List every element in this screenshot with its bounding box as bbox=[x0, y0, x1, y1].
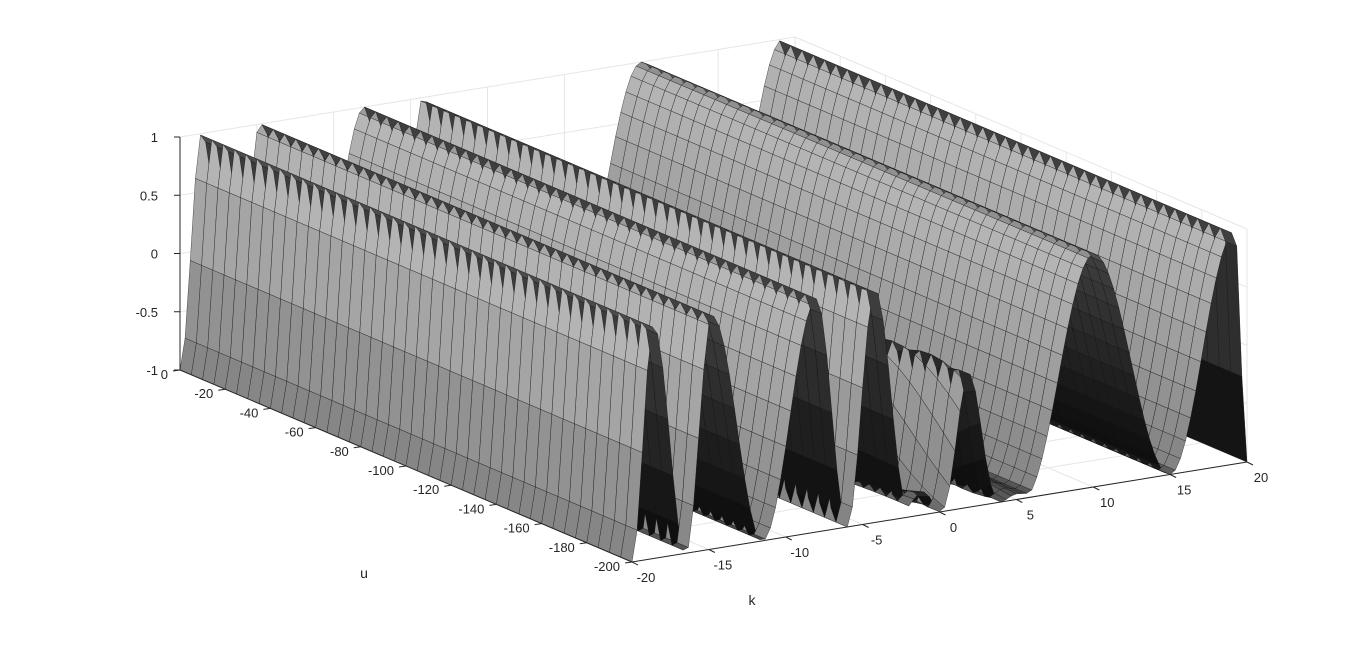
z-tick-label: 1 bbox=[151, 130, 158, 145]
x-tick-label: -15 bbox=[713, 558, 732, 573]
y-tick-label: -60 bbox=[285, 425, 304, 440]
y-tick-label: -160 bbox=[504, 521, 530, 536]
x-tick-label: -5 bbox=[871, 533, 883, 548]
y-tick-mark bbox=[579, 542, 587, 545]
z-tick-label: 0 bbox=[151, 247, 158, 262]
y-tick-label: -120 bbox=[413, 482, 439, 497]
y-tick-mark bbox=[263, 407, 271, 410]
grid-line bbox=[794, 36, 1248, 230]
y-tick-label: -20 bbox=[194, 386, 213, 401]
x-tick-mark bbox=[785, 536, 792, 541]
surface-mesh bbox=[179, 40, 1248, 563]
z-tick-label: 0.5 bbox=[140, 188, 158, 203]
y-tick-label: -80 bbox=[330, 444, 349, 459]
x-tick-label: 20 bbox=[1254, 470, 1268, 485]
y-tick-mark bbox=[489, 503, 497, 506]
y-tick-mark bbox=[218, 388, 226, 391]
x-tick-label: 5 bbox=[1027, 508, 1034, 523]
y-tick-mark bbox=[534, 523, 542, 526]
y-tick-mark bbox=[353, 446, 361, 449]
x-tick-mark bbox=[1016, 499, 1023, 503]
x-tick-mark bbox=[1169, 474, 1177, 478]
y-tick-label: -180 bbox=[549, 540, 575, 555]
y-tick-label: -40 bbox=[240, 405, 259, 420]
z-tick-label: -1 bbox=[146, 363, 158, 378]
y-tick-label: -200 bbox=[594, 559, 620, 574]
x-tick-mark bbox=[939, 511, 946, 516]
y-tick-label: -140 bbox=[458, 501, 484, 516]
y-tick-label: -100 bbox=[368, 463, 394, 478]
x-axis-label: k bbox=[749, 592, 757, 608]
y-tick-mark bbox=[308, 427, 316, 430]
x-tick-label: -20 bbox=[637, 570, 656, 585]
y-tick-mark bbox=[444, 484, 452, 487]
x-tick-mark bbox=[1246, 461, 1254, 466]
y-tick-mark bbox=[398, 465, 407, 468]
x-tick-label: -10 bbox=[790, 545, 809, 560]
z-tick-label: -0.5 bbox=[136, 305, 158, 320]
x-tick-label: 15 bbox=[1177, 483, 1191, 498]
y-tick-mark bbox=[624, 561, 633, 564]
x-tick-label: 10 bbox=[1100, 495, 1114, 510]
x-tick-label: 0 bbox=[950, 520, 957, 535]
x-tick-mark bbox=[862, 524, 869, 528]
x-tick-mark bbox=[708, 549, 716, 553]
y-axis-label: u bbox=[360, 565, 368, 581]
grid-line bbox=[179, 36, 796, 138]
x-tick-mark bbox=[1093, 486, 1100, 491]
y-tick-label: 0 bbox=[161, 367, 168, 382]
x-tick-mark bbox=[631, 561, 639, 566]
